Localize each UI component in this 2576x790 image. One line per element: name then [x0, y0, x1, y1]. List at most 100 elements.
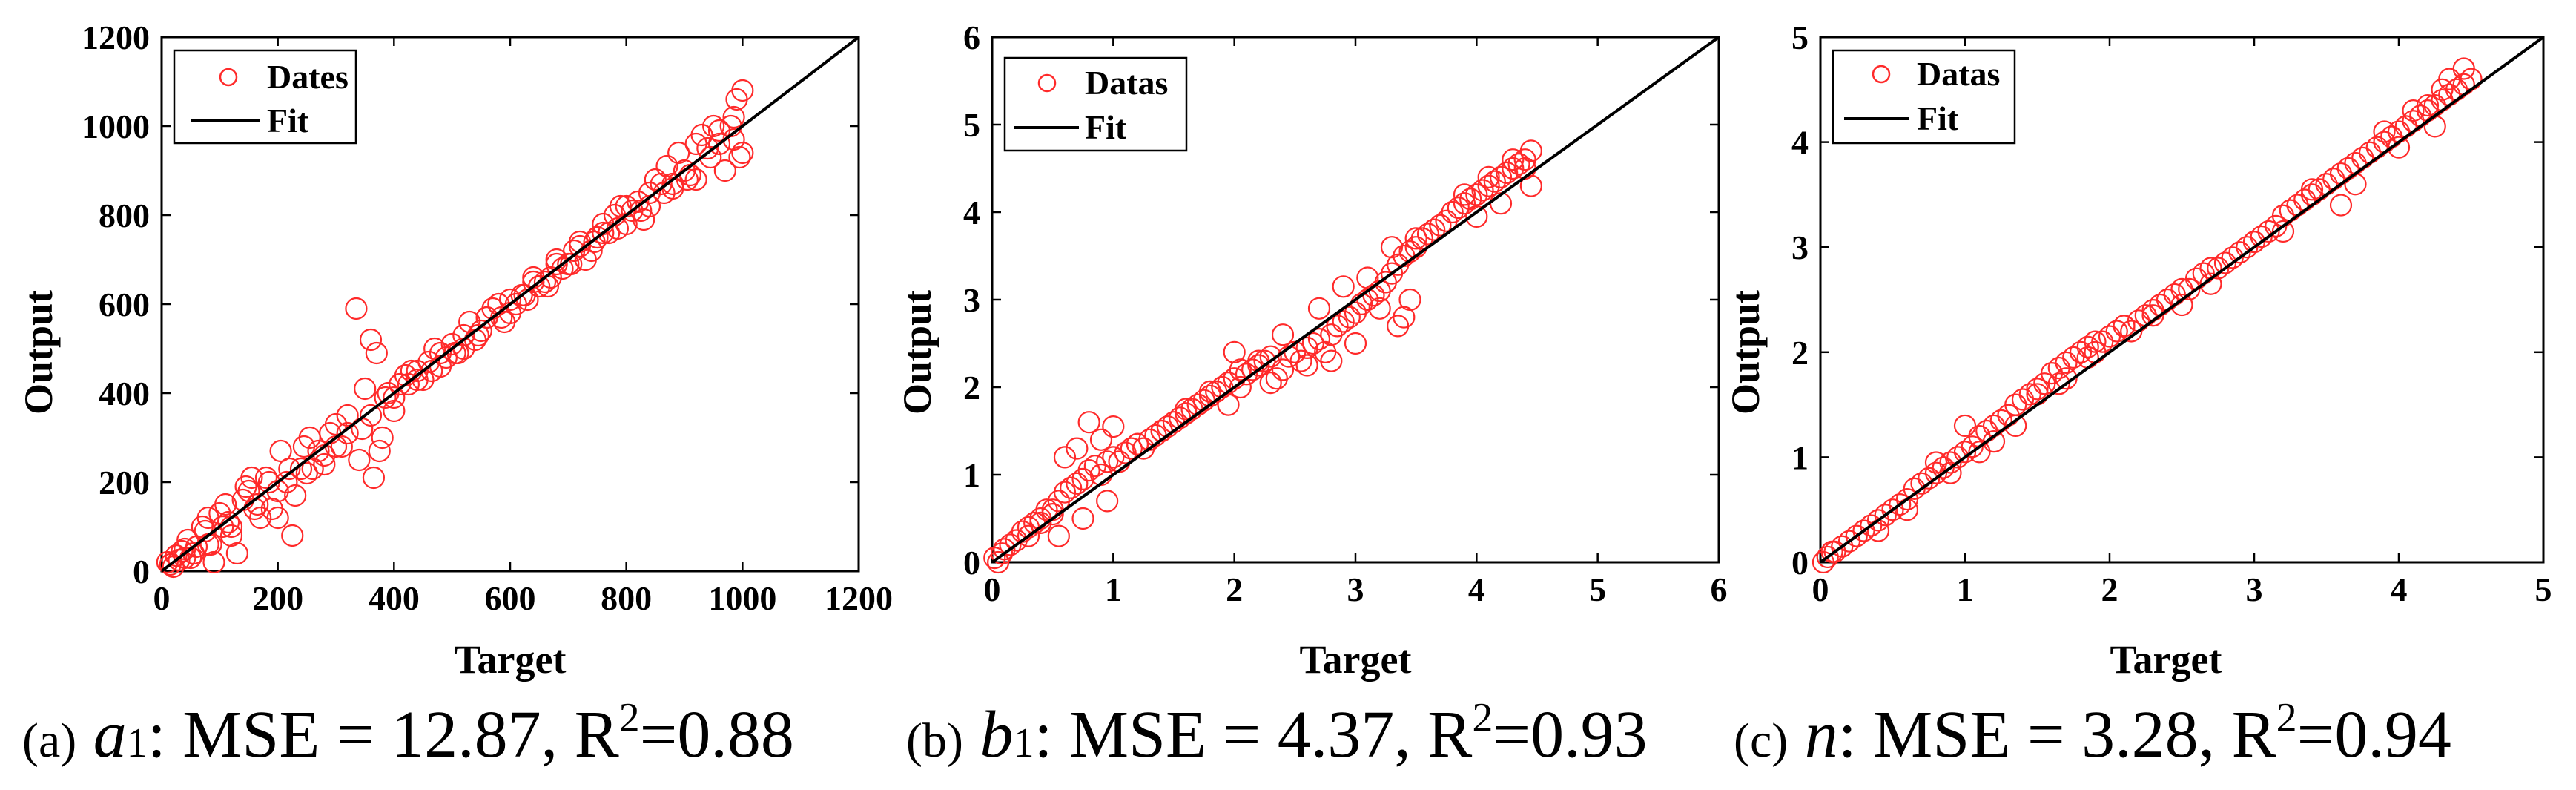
panel-a-caption-sup: 2: [619, 695, 640, 741]
panel-c-ytick-label: 3: [1791, 228, 1809, 266]
panel-a-data-point: [498, 288, 522, 312]
panel-a-data-point: [586, 226, 609, 249]
panel-b-data-point: [1410, 227, 1433, 250]
panel-b-ytick-label: 4: [963, 194, 980, 231]
panel-b-data-point: [1271, 358, 1295, 381]
panel-c-data-point: [2242, 231, 2266, 254]
panel-c-data-point: [1903, 477, 1926, 500]
panel-b-data-point: [993, 538, 1016, 561]
panel-c-data-point: [2011, 388, 2035, 411]
panel-c-data-point: [2141, 299, 2164, 322]
panel-a-data-point: [202, 550, 225, 574]
panel-b-caption-param: b: [980, 698, 1013, 771]
panel-a-data-point: [533, 270, 557, 294]
panel-a-data-point: [673, 159, 696, 182]
panel-b-data-point: [1102, 415, 1125, 438]
panel-b-data-point: [1041, 502, 1064, 526]
panel-a-data-point: [650, 172, 673, 196]
panel-b-data-point: [1459, 188, 1482, 211]
panel-b-data-point: [1502, 157, 1525, 180]
panel-b-data-point: [1301, 332, 1324, 355]
panel-b-xtick-label: 3: [1347, 570, 1364, 608]
panel-a-data-point: [295, 461, 318, 485]
panel-c-data-point: [2026, 378, 2049, 401]
panel-b-data-point: [1047, 524, 1070, 547]
panel-b-data-point: [1429, 214, 1452, 237]
panel-b-ytick-label: 3: [963, 281, 980, 319]
panel-a-data-point: [458, 310, 481, 334]
panel-b-data-point: [1447, 197, 1470, 220]
panel-a-xtick-label: 1000: [708, 579, 776, 617]
panel-a-data-point: [174, 546, 196, 570]
panel-c-caption-tail: =0.94: [2297, 698, 2451, 771]
panel-b-data-point: [1060, 476, 1083, 499]
panel-a-data-point: [731, 79, 754, 102]
panel-c-xtick-label: 3: [2246, 570, 2263, 608]
panel-a-data-point: [313, 452, 336, 476]
panel-b-data-point: [1483, 170, 1506, 193]
panel-a-data-point: [545, 252, 568, 276]
panel-c-data-point: [1939, 451, 1962, 474]
panel-c-ticks: 0 1 2 3 4 5 0 1 2 3 4 5: [1791, 19, 2552, 608]
panel-c-data-point: [2098, 325, 2121, 348]
panel-c-data-point: [1874, 504, 1897, 527]
panel-a-data-point: [429, 341, 452, 365]
panel-a-caption-tail: =0.88: [640, 698, 794, 771]
panel-c-data-point: [1918, 467, 1941, 490]
panel-c-ytick-label: 0: [1791, 544, 1809, 582]
panel-b-data-point: [1229, 375, 1252, 399]
panel-a-caption-label: (a): [22, 714, 76, 768]
panel-c-caption-label: (c): [1734, 714, 1788, 768]
panel-b-data-point: [1489, 165, 1513, 188]
panel-a-data-point: [493, 310, 516, 334]
panel-b-data-point: [1368, 297, 1391, 320]
panel-c-data-point: [2062, 346, 2085, 369]
panel-c-data-point: [2228, 241, 2251, 264]
panel-a-caption-text: : MSE = 12.87, R: [148, 698, 619, 771]
panel-c-data-point: [2069, 340, 2093, 363]
panel-a-data-point: [417, 350, 440, 374]
panel-b-data-point: [1307, 328, 1331, 351]
panel-a-data-point: [374, 386, 397, 409]
panel-b-data-point: [1229, 358, 1252, 381]
panel-a-data-point: [225, 542, 248, 565]
panel-c-data-point: [2221, 246, 2244, 269]
panel-b-data-point: [1096, 450, 1119, 473]
panel-c-data-point: [2257, 220, 2280, 243]
panel-a-data-point: [574, 248, 597, 271]
panel-a-data-point: [452, 323, 475, 347]
panel-a-data-point: [214, 493, 237, 516]
panel-a-data-point: [371, 426, 394, 450]
panel-b-data-point: [1077, 458, 1100, 482]
panel-b-ytick-label: 2: [963, 369, 980, 406]
panel-b-data-point: [1344, 332, 1367, 355]
panel-b-xtick-label: 1: [1105, 570, 1122, 608]
panel-b-data-point: [1332, 310, 1355, 333]
panel-b-data-point: [1259, 371, 1282, 395]
panel-a-data-point: [644, 168, 667, 191]
panel-b-data-point: [1326, 315, 1349, 338]
panel-c-ytick-label: 1: [1791, 438, 1809, 476]
panel-a-xtick-label: 400: [369, 579, 420, 617]
panel-a-ticks: 0 200 400 600 800 1000 1200 0 200 400 600 800 1000 12…: [82, 19, 893, 617]
panel-c-data-point: [2387, 136, 2411, 159]
panel-a-data-point: [568, 234, 592, 258]
panel-c-data-point: [2250, 225, 2273, 248]
panel-c-data-point: [1845, 524, 1868, 547]
panel-c-legend-marker: [1872, 65, 1891, 84]
panel-a-data-point: [667, 141, 690, 165]
panel-c-data-point: [1910, 472, 1933, 495]
panel-c-xtick-label: 1: [1957, 570, 1974, 608]
panel-b-data-point: [1320, 349, 1343, 372]
panel-c-data-point: [1889, 493, 1912, 516]
panel-c-ytick-label: 4: [1791, 124, 1809, 162]
panel-b-data-point: [1387, 315, 1410, 338]
panel-b-xlabel: Target: [1300, 637, 1412, 682]
panel-b-data-point: [1217, 393, 1240, 416]
panel-b-data-point: [1089, 428, 1113, 451]
panel-c-data-point: [2113, 315, 2136, 338]
panel-b-data-point: [1066, 437, 1089, 460]
panel-c-data-point: [1946, 446, 1969, 469]
panel-c-ytick-label: 2: [1791, 334, 1809, 372]
